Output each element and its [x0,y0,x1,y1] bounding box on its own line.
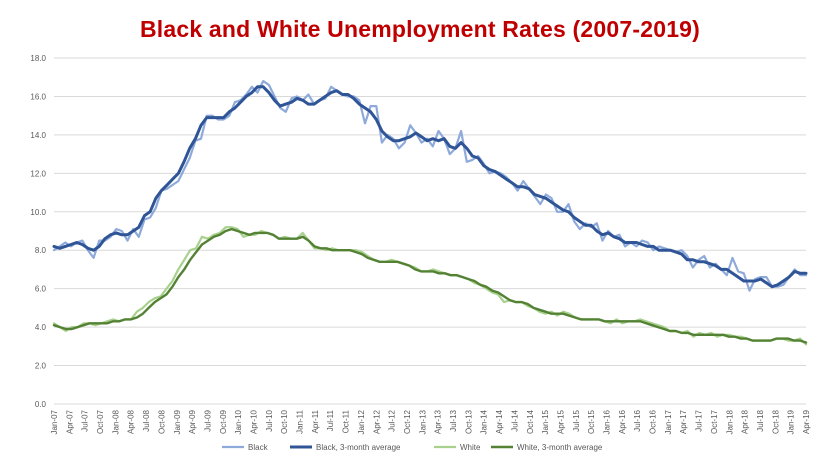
x-tick-label: Apr-15 [556,409,565,434]
x-tick-label: Apr-11 [311,409,320,433]
x-tick-label: Jan-17 [664,409,673,434]
x-tick-label: Apr-10 [250,409,259,434]
y-axis-tick-labels: 0.0 2.0 4.0 6.0 8.0 10.0 12.0 14.0 16.0 18.0 [30,54,46,409]
x-tick-label: Oct-09 [219,409,228,434]
y-tick-label: 6.0 [35,285,47,294]
y-tick-label: 0.0 [35,400,47,409]
x-tick-label: Jul-13 [449,409,458,431]
y-tick-label: 10.0 [30,208,46,217]
series-lines [52,79,808,346]
x-tick-label: Oct-17 [710,409,719,434]
x-tick-label: Oct-12 [403,409,412,434]
y-tick-label: 4.0 [35,323,47,332]
x-tick-label: Jan-14 [480,409,489,434]
x-tick-label: Apr-09 [188,409,197,434]
x-tick-label: Apr-07 [65,409,74,434]
x-tick-label: Jul-11 [326,409,335,431]
x-tick-label: Apr-16 [618,409,627,434]
legend-label: White, 3-month average [517,443,603,452]
series-line-3 [52,227,808,344]
y-tick-label: 2.0 [35,362,47,371]
x-tick-label: Apr-19 [802,409,811,434]
x-tick-label: Apr-14 [495,409,504,434]
x-tick-label: Oct-13 [464,409,473,434]
x-tick-label: Jan-10 [234,409,243,434]
x-tick-label: Jan-16 [602,409,611,434]
x-tick-label: Jan-09 [173,409,182,434]
x-tick-label: Oct-07 [96,409,105,434]
x-tick-label: Oct-08 [157,409,166,434]
series-line-1 [52,85,808,289]
x-tick-label: Jul-10 [265,409,274,431]
x-tick-label: Oct-10 [280,409,289,434]
x-tick-label: Oct-15 [587,409,596,434]
x-tick-label: Jul-08 [142,409,151,431]
x-tick-label: Jan-12 [357,409,366,434]
x-tick-label: Jan-11 [296,409,305,433]
x-tick-label: Oct-11 [342,409,351,433]
legend: Black Black, 3-month average White White, 3… [222,443,603,452]
x-tick-label: Jul-12 [388,409,397,431]
y-tick-label: 18.0 [30,54,46,63]
y-tick-label: 16.0 [30,92,46,101]
chart-title: Black and White Unemployment Rates (2007… [139,16,701,42]
y-tick-label: 8.0 [35,246,47,255]
x-tick-label: Jul-16 [633,409,642,431]
x-tick-label: Jul-09 [203,409,212,431]
x-tick-label: Jul-15 [572,409,581,431]
series-line-0 [52,79,808,292]
x-tick-label: Apr-17 [679,409,688,434]
x-tick-label: Oct-14 [526,409,535,434]
x-tick-label: Jul-14 [510,409,519,431]
gridlines [54,57,806,405]
x-tick-label: Jan-13 [418,409,427,434]
x-tick-label: Jan-07 [50,409,59,434]
x-tick-label: Oct-18 [771,409,780,434]
y-tick-label: 12.0 [30,169,46,178]
y-tick-label: 14.0 [30,131,46,140]
x-tick-label: Jul-07 [81,409,90,431]
x-tick-label: Jul-18 [756,409,765,431]
legend-label: White [460,443,481,452]
legend-label: Black [248,443,269,452]
x-tick-label: Jan-19 [787,409,796,434]
x-tick-label: Jan-08 [111,409,120,434]
x-tick-label: Jan-18 [725,409,734,434]
x-tick-label: Oct-16 [649,409,658,434]
x-tick-label: Jul-17 [695,409,704,431]
x-tick-label: Jan-15 [541,409,550,434]
x-axis-tick-labels: Jan-07 Apr-07 Jul-07 Oct-07 Jan-08 Apr-08 Jul-… [50,409,811,434]
x-tick-label: Apr-12 [372,409,381,434]
legend-label: Black, 3-month average [316,443,401,452]
x-tick-label: Apr-13 [434,409,443,434]
x-tick-label: Apr-08 [127,409,136,434]
x-tick-label: Apr-18 [741,409,750,434]
